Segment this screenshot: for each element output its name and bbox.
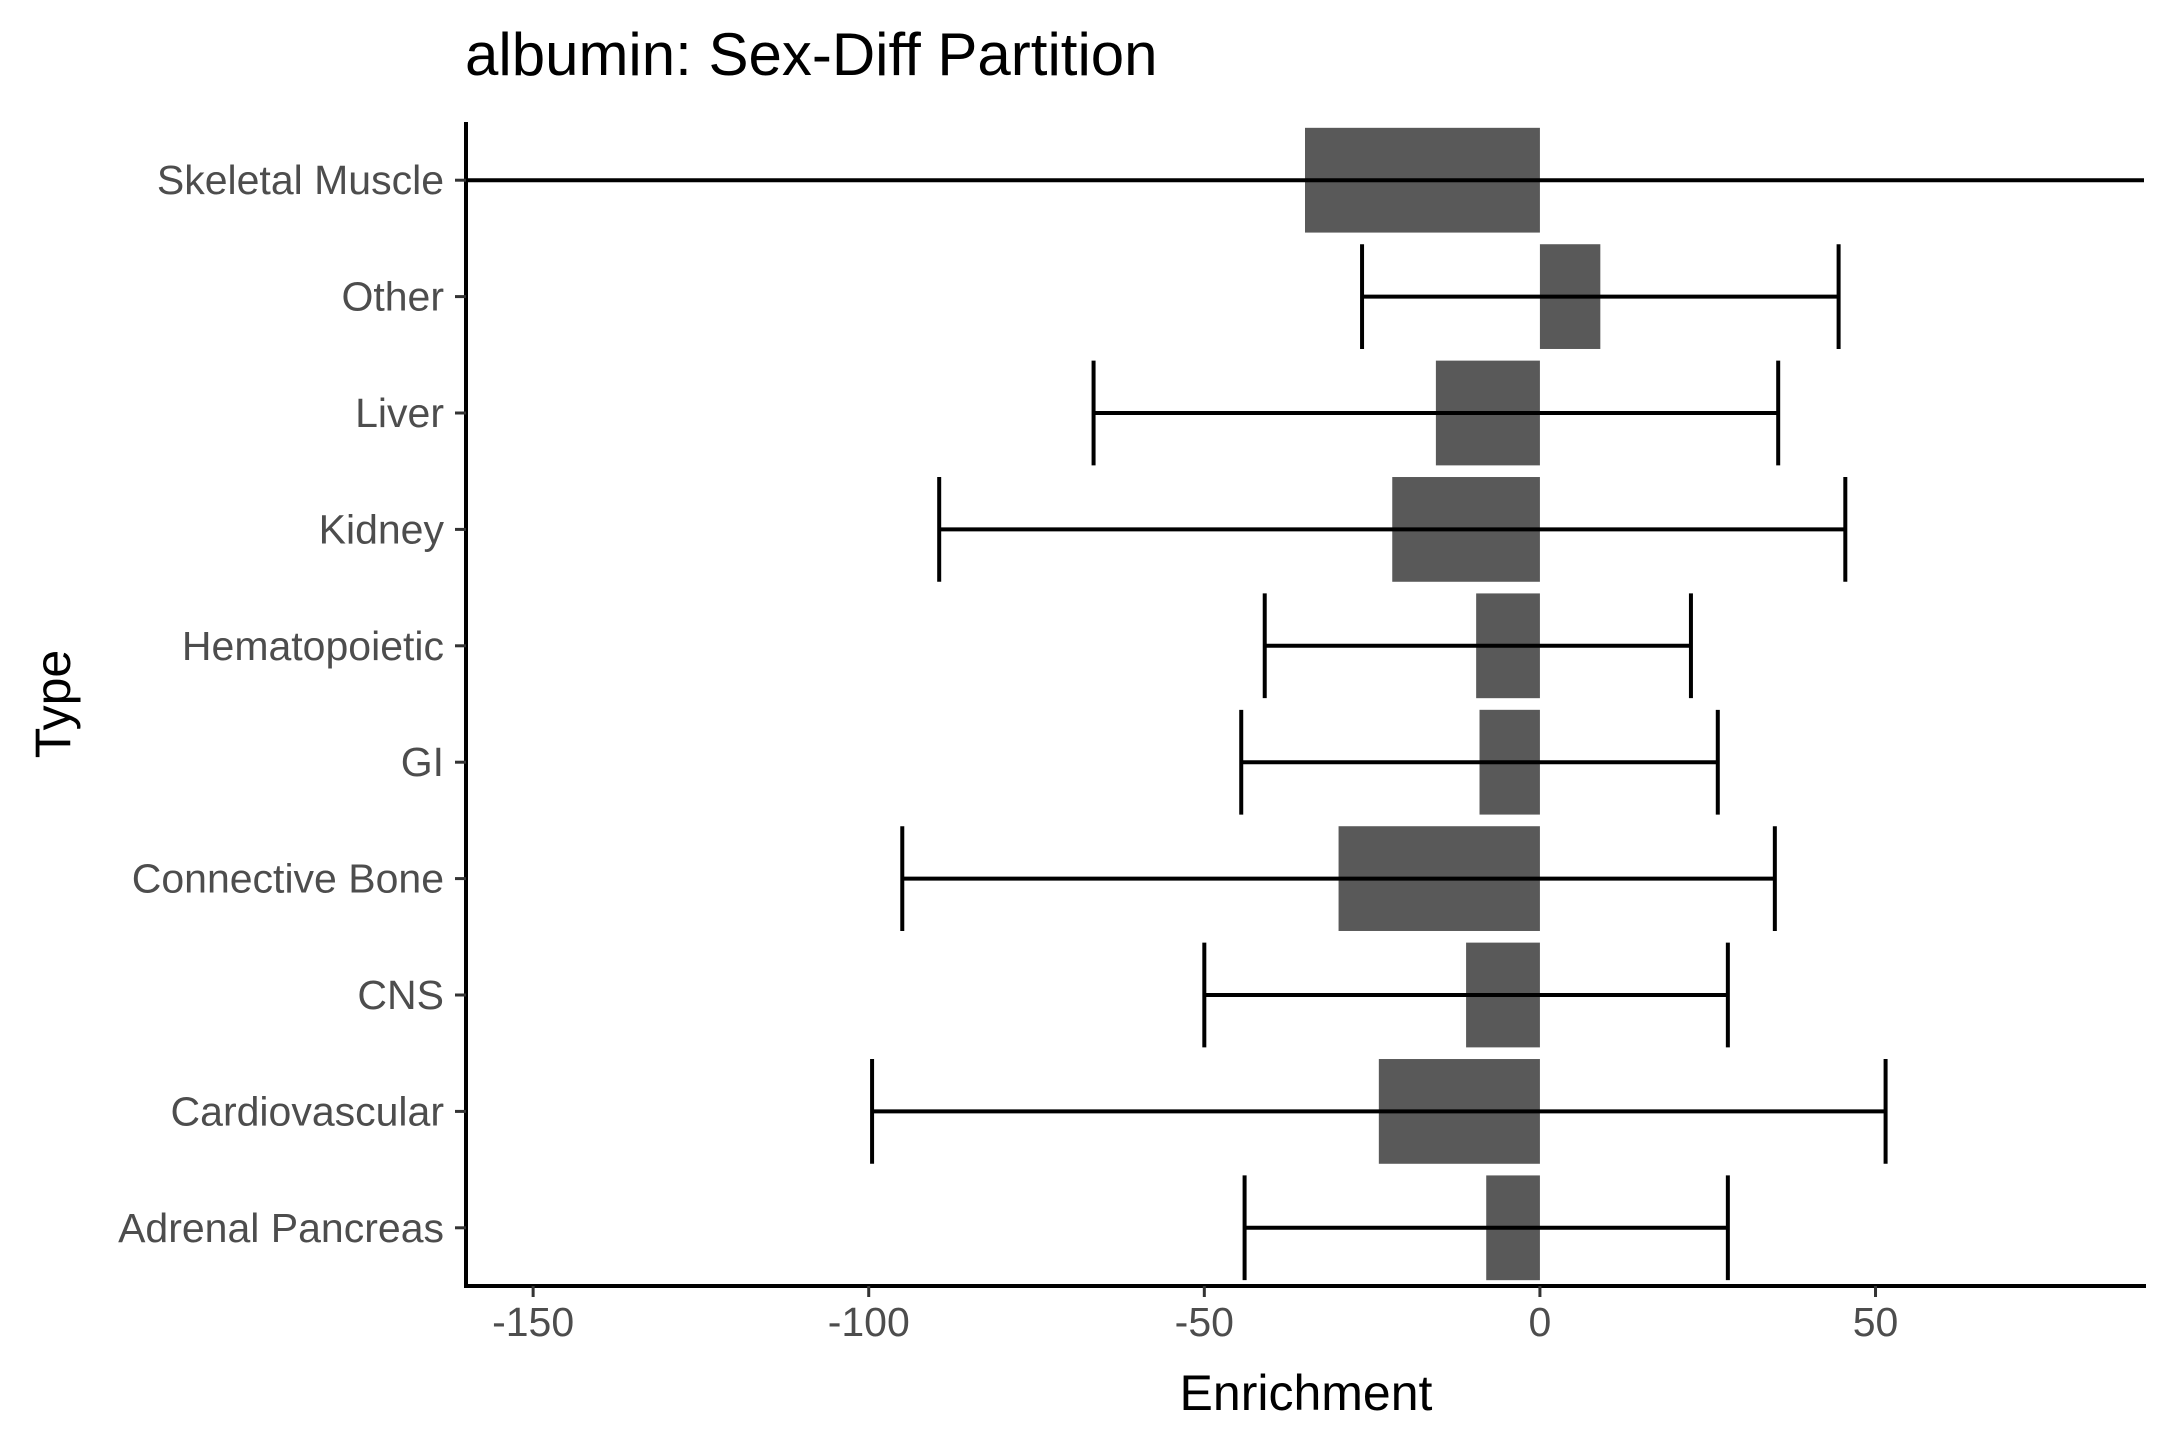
y-tick-label: GI [401,739,444,785]
error-bar [1262,593,1693,699]
y-tick-label: CNS [357,972,444,1018]
error-bar [937,477,1848,582]
x-tick-label: -50 [1175,1299,1234,1345]
error-bar [1091,360,1781,466]
x-tick-label: -100 [828,1299,910,1345]
error-bar [900,826,1777,931]
error-bar [1202,942,1730,1048]
error-bar [870,1059,1888,1164]
y-tick-label: Other [341,274,444,320]
y-tick-label: Connective Bone [132,856,444,902]
x-tick-label: 50 [1853,1299,1899,1345]
x-axis-title: Enrichment [1180,1365,1433,1421]
error-bar [1239,709,1720,815]
y-axis-ticks: Skeletal Muscle Other Liver Kidney Hematopoi… [118,157,466,1251]
x-tick-label: 0 [1529,1299,1552,1345]
y-tick-label: Skeletal Muscle [157,157,444,203]
y-tick-label: Hematopoietic [182,623,444,669]
error-bar [1360,244,1841,349]
x-axis-ticks: -150 -100 -50 0 50 [492,1286,1898,1345]
bars [1305,127,1601,1281]
y-axis-title: Type [25,650,81,758]
y-tick-label: Kidney [319,506,445,552]
y-tick-label: Liver [355,390,444,436]
chart-title: albumin: Sex-Diff Partition [465,21,1158,88]
x-tick-label: -150 [492,1299,574,1345]
y-tick-label: Adrenal Pancreas [118,1205,444,1251]
error-bar [1242,1175,1730,1281]
error-bars [464,127,2144,1281]
y-tick-label: Cardiovascular [171,1088,444,1134]
